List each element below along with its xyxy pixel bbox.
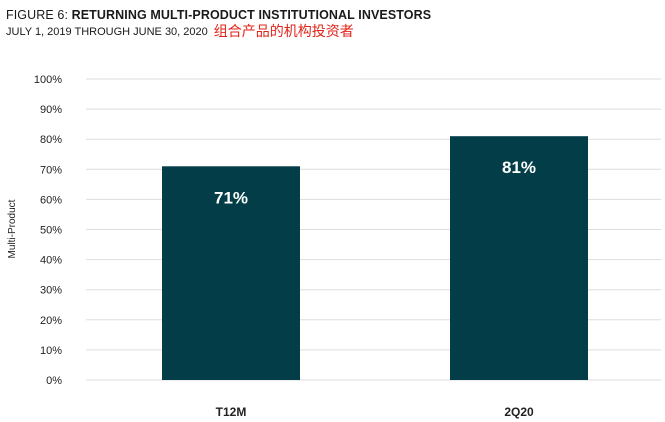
chart-header: FIGURE 6: RETURNING MULTI-PRODUCT INSTIT… — [6, 8, 661, 40]
y-axis-ticks: 0% 10% 20% 30% 40% 50% 60% 70% 80% 90% 100% — [34, 74, 62, 387]
bar-data-label: 81% — [502, 158, 536, 177]
y-tick-label: 0% — [46, 375, 62, 387]
bar-data-label: 71% — [214, 188, 248, 207]
bar — [450, 136, 588, 380]
y-tick-label: 40% — [40, 255, 62, 267]
x-tick-label: 2Q20 — [504, 405, 534, 419]
bar — [162, 166, 300, 380]
y-tick-label: 20% — [40, 315, 62, 327]
x-tick-label: T12M — [216, 405, 247, 419]
bars: 71% 81% — [162, 136, 588, 380]
y-tick-label: 70% — [40, 164, 62, 176]
y-tick-label: 10% — [40, 345, 62, 357]
figure-title: RETURNING MULTI-PRODUCT INSTITUTIONAL IN… — [71, 8, 432, 22]
y-tick-label: 60% — [40, 194, 62, 206]
x-axis-ticks: T12M 2Q20 — [216, 405, 534, 419]
y-tick-label: 100% — [34, 74, 62, 86]
chart-subtitle-row: JULY 1, 2019 THROUGH JUNE 30, 2020 组合产品的机… — [6, 24, 661, 40]
y-tick-label: 80% — [40, 134, 62, 146]
chart-title: FIGURE 6: RETURNING MULTI-PRODUCT INSTIT… — [6, 8, 661, 23]
chart-subtitle: JULY 1, 2019 THROUGH JUNE 30, 2020 — [6, 26, 208, 38]
y-axis-label: Multi-Product — [7, 199, 18, 258]
chinese-annotation: 组合产品的机构投资者 — [213, 24, 354, 40]
y-tick-label: 50% — [40, 225, 62, 237]
y-tick-label: 90% — [40, 104, 62, 116]
y-tick-label: 30% — [40, 285, 62, 297]
figure-number: FIGURE 6: — [6, 8, 72, 22]
